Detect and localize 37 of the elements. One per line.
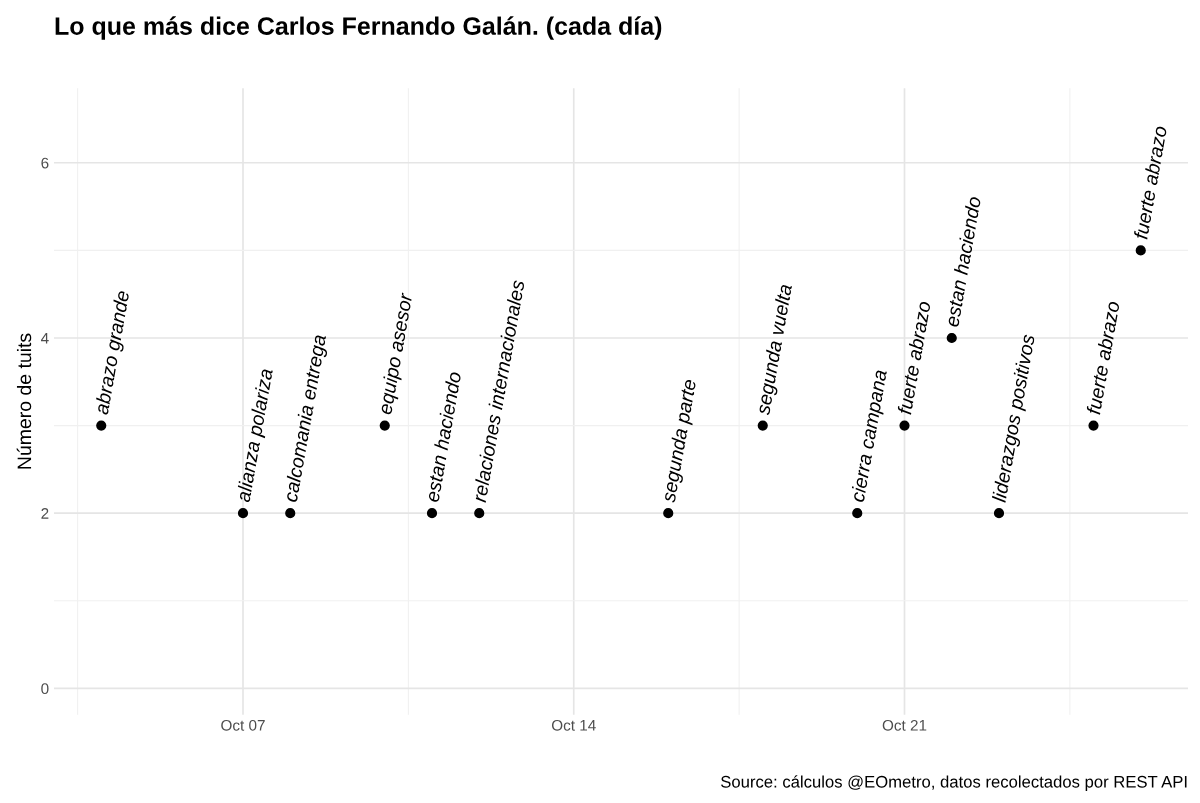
data-label: equipo asesor	[377, 291, 417, 416]
data-label: fuerte abrazo	[1086, 300, 1120, 415]
point	[946, 332, 957, 344]
point	[474, 508, 485, 519]
x-tick-label: Oct 21	[882, 719, 927, 731]
point	[237, 508, 249, 519]
point	[899, 420, 910, 431]
source-note: Source: cálculos @EOmetro, datos recolectados por REST API	[721, 775, 1187, 791]
data-label: segunda parte	[660, 378, 701, 504]
point	[1135, 245, 1146, 256]
data-label: fuerte abrazo	[897, 300, 931, 415]
point	[1088, 420, 1099, 431]
x-tick-label: Oct 14	[551, 719, 596, 731]
y-tick-label: 2	[41, 508, 49, 519]
data-label: estan haciendo	[944, 196, 982, 328]
point	[285, 508, 296, 519]
y-axis-title: Número de tuits	[16, 333, 32, 469]
point	[426, 508, 438, 519]
data-label: segunda vuelta	[755, 283, 796, 416]
point	[852, 508, 863, 519]
data-label: liderazgos positivos	[991, 333, 1039, 504]
data-label: estan haciendo	[424, 371, 462, 503]
point	[757, 420, 768, 431]
point	[993, 508, 1005, 519]
data-label: calcomania entrega	[282, 334, 330, 504]
x-tick-label: Oct 07	[221, 719, 265, 731]
data-label: fuerte abrazo	[1133, 125, 1168, 240]
point	[663, 508, 674, 519]
data-label: alianza polariza	[235, 368, 277, 504]
y-tick-label: 6	[41, 157, 49, 169]
data-label: abrazo grande	[93, 290, 134, 416]
point	[96, 420, 107, 431]
data-label: cierra campana	[849, 369, 891, 504]
y-tick-label: 0	[41, 683, 49, 695]
chart-title: Lo que más dice Carlos Fernando Galán. (cada día)	[55, 16, 662, 40]
point	[379, 420, 390, 431]
y-tick-label: 4	[40, 333, 49, 344]
